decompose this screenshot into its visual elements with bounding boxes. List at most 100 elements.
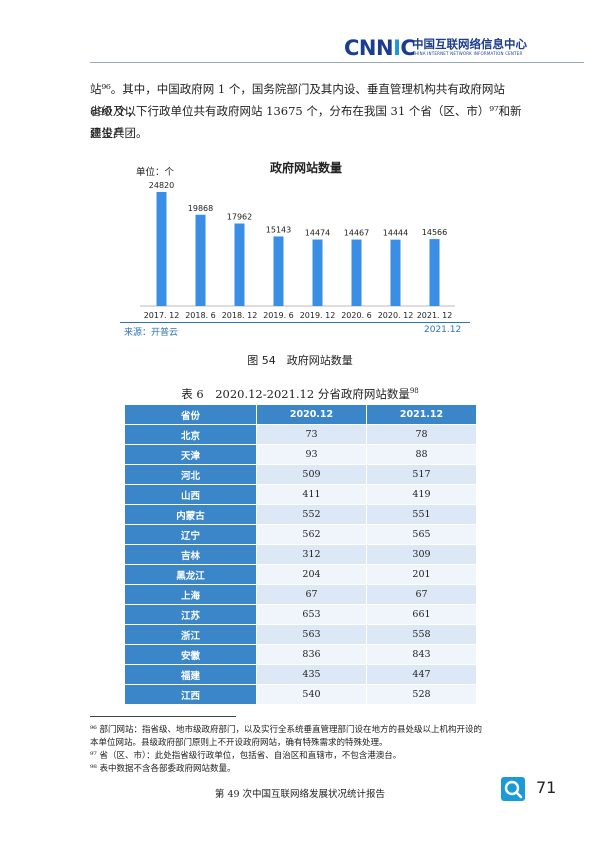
x-tick-label-6: 2020. 12 <box>378 311 414 320</box>
chart-title: 政府网站数量 <box>270 161 343 175</box>
table-row: 黑龙江 204 201 <box>124 564 477 585</box>
cnnic-magnifier-logo-icon <box>501 777 525 801</box>
footnote-96-line-2: 本单位网站。县级政府部门原则上不开设政府网站，确有特殊需求的特殊处理。 <box>90 738 388 748</box>
data-label-0: 24820 <box>149 181 174 190</box>
value-2020-12-cell: 93 <box>256 444 367 465</box>
value-2020-12-cell: 552 <box>256 504 367 525</box>
bar-4 <box>312 239 323 306</box>
table-row: 江西 540 528 <box>124 684 477 705</box>
chart-source: 来源：开普云 <box>124 328 179 338</box>
table-row: 安徽 836 843 <box>124 644 477 665</box>
chart-unit-label: 单位：个 <box>136 167 175 178</box>
value-2021-12-cell: 558 <box>366 624 477 645</box>
province-gov-website-table: 省份 2020.12 2021.12 北京 73 78 天津 93 88 河北 509 517 山… <box>124 404 477 705</box>
x-tick-label-1: 2018. 6 <box>185 311 216 320</box>
province-cell: 浙江 <box>124 624 257 645</box>
province-cell: 黑龙江 <box>124 564 257 585</box>
chart-date: 2021.12 <box>424 325 462 335</box>
value-2021-12-cell: 201 <box>366 564 477 585</box>
table-row: 浙江 563 558 <box>124 624 477 645</box>
cnnic-logo: CNNIC 中国互联网络信息中心 CHINA INTERNET NETWORK … <box>344 36 584 60</box>
province-cell: 安徽 <box>124 644 257 665</box>
table-row: 天津 93 88 <box>124 444 477 465</box>
table-row: 江苏 653 661 <box>124 604 477 625</box>
table-row: 辽宁 562 565 <box>124 524 477 545</box>
province-cell: 内蒙古 <box>124 504 257 525</box>
value-2021-12-cell: 661 <box>366 604 477 625</box>
value-2021-12-cell: 419 <box>366 484 477 505</box>
value-2020-12-cell: 653 <box>256 604 367 625</box>
table-caption-text: 表 6 2020.12-2021.12 分省政府网站数量 <box>181 387 410 401</box>
value-2020-12-cell: 411 <box>256 484 367 505</box>
value-2020-12-cell: 563 <box>256 624 367 645</box>
table-caption-footnote-ref: 98 <box>409 387 419 396</box>
footnote-96-line-1: ⁹⁶ 部门网站：指省级、地市级政府部门，以及实行全系统垂直管理部门设在地方的县处… <box>90 725 483 735</box>
value-2021-12-cell: 528 <box>366 684 477 705</box>
value-2021-12-cell: 843 <box>366 644 477 665</box>
table-row: 福建 435 447 <box>124 664 477 685</box>
data-label-1: 19868 <box>188 204 213 213</box>
bar-3 <box>273 236 284 306</box>
table-row: 北京 73 78 <box>124 424 477 445</box>
table-row: 内蒙古 552 551 <box>124 504 477 525</box>
cnnic-logo-text: CNNIC <box>344 36 416 60</box>
paragraph-line-3: 建设兵团。 <box>90 126 148 140</box>
org-name-cn: 中国互联网络信息中心 <box>412 37 527 51</box>
value-2021-12-cell: 551 <box>366 504 477 525</box>
data-label-3: 15143 <box>266 225 291 234</box>
header-2020-12: 2020.12 <box>256 404 367 425</box>
data-label-4: 14474 <box>305 229 330 238</box>
footnote-98: ⁹⁸ 表中数据不含各部委政府网站数量。 <box>90 764 236 774</box>
bar-6 <box>390 239 401 306</box>
x-tick-label-2: 2018. 12 <box>222 311 258 320</box>
value-2020-12-cell: 540 <box>256 684 367 705</box>
table-row: 吉林 312 309 <box>124 544 477 565</box>
province-cell: 江苏 <box>124 604 257 625</box>
table-caption: 表 6 2020.12-2021.12 分省政府网站数量98 <box>0 386 600 402</box>
x-tick-label-7: 2021. 12 <box>417 311 453 320</box>
footnote-97: ⁹⁷ 省（区、市）：此处指省级行政单位，包括省、自治区和直辖市，不包含港澳台。 <box>90 751 402 761</box>
header-2021-12: 2021.12 <box>366 404 477 425</box>
value-2020-12-cell: 204 <box>256 564 367 585</box>
header-divider <box>90 62 584 63</box>
value-2020-12-cell: 509 <box>256 464 367 485</box>
figure-caption: 图 54 政府网站数量 <box>247 354 353 367</box>
table-row: 山西 411 419 <box>124 484 477 505</box>
footer-report-title: 第 49 次中国互联网络发展状况统计报告 <box>214 789 386 800</box>
header-province: 省份 <box>124 404 257 425</box>
page-number: 71 <box>536 778 557 797</box>
table-row: 河北 509 517 <box>124 464 477 485</box>
gov-website-bar-chart: 24820 2017. 12 19868 2018. 6 17962 2018. 12 15… <box>140 181 455 320</box>
province-cell: 山西 <box>124 484 257 505</box>
province-cell: 福建 <box>124 664 257 685</box>
value-2021-12-cell: 88 <box>366 444 477 465</box>
value-2021-12-cell: 517 <box>366 464 477 485</box>
value-2020-12-cell: 73 <box>256 424 367 445</box>
table-header-row: 省份 2020.12 2021.12 <box>124 404 477 425</box>
org-name-en: CHINA INTERNET NETWORK INFORMATION CENTE… <box>412 51 523 56</box>
province-cell: 上海 <box>124 584 257 605</box>
bar-0 <box>156 192 167 306</box>
footnote-divider <box>90 716 236 717</box>
province-cell: 河北 <box>124 464 257 485</box>
province-cell: 天津 <box>124 444 257 465</box>
province-cell: 吉林 <box>124 544 257 565</box>
value-2020-12-cell: 67 <box>256 584 367 605</box>
value-2020-12-cell: 312 <box>256 544 367 565</box>
data-label-2: 17962 <box>227 213 252 222</box>
value-2020-12-cell: 836 <box>256 644 367 665</box>
paragraph-line-1: 站⁹⁶。其中，中国政府网 1 个，国务院部门及其内设、垂直管理机构共有政府网站 … <box>90 82 505 118</box>
bar-5 <box>351 239 362 306</box>
bar-7 <box>429 239 440 306</box>
province-cell: 江西 <box>124 684 257 705</box>
data-label-7: 14566 <box>422 228 447 237</box>
data-label-5: 14467 <box>344 229 369 238</box>
data-label-6: 14444 <box>383 229 408 238</box>
value-2021-12-cell: 78 <box>366 424 477 445</box>
x-tick-label-4: 2019. 12 <box>300 311 336 320</box>
value-2021-12-cell: 565 <box>366 524 477 545</box>
province-cell: 北京 <box>124 424 257 445</box>
paragraph-line-2: 省级及以下行政单位共有政府网站 13675 个，分布在我国 31 个省（区、市）… <box>90 104 522 140</box>
bar-2 <box>234 223 245 306</box>
x-tick-label-0: 2017. 12 <box>144 311 180 320</box>
